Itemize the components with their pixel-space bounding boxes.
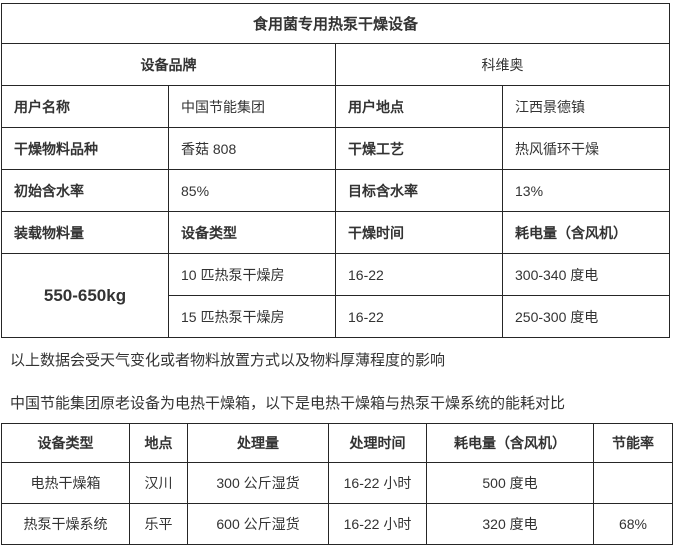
table-row: 初始含水率 85% 目标含水率 13% — [1, 169, 670, 212]
user-name-value: 中国节能集团 — [168, 85, 336, 128]
energy-saving-header: 节能率 — [593, 423, 673, 463]
power-consumption-value: 300-340 度电 — [502, 253, 670, 296]
capacity-value: 600 公斤湿货 — [187, 503, 329, 545]
table-header-row: 设备类型 地点 处理量 处理时间 耗电量（含风机） 节能率 — [1, 423, 673, 463]
table-row: 设备品牌 科维奥 — [1, 43, 670, 86]
power-consumption-header: 耗电量（含风机） — [502, 211, 670, 254]
comparison-intro-note: 中国节能集团原老设备为电热干燥箱，以下是电热干燥箱与热泵干燥系统的能耗对比 — [10, 395, 566, 412]
power-consumption-value: 250-300 度电 — [502, 295, 670, 338]
device-type-value: 15 匹热泵干燥房 — [168, 295, 336, 338]
device-type-value: 10 匹热泵干燥房 — [168, 253, 336, 296]
device-type-value: 电热干燥箱 — [1, 462, 130, 504]
table-row: 装载物料量 设备类型 干燥时间 耗电量（含风机） — [1, 211, 670, 254]
power-consumption-value: 500 度电 — [426, 462, 594, 504]
brand-label: 设备品牌 — [1, 43, 336, 86]
table-row: 干燥物料品种 香菇 808 干燥工艺 热风循环干燥 — [1, 127, 670, 170]
table-row: 热泵干燥系统 乐平 600 公斤湿货 16-22 小时 320 度电 68% — [1, 503, 673, 545]
processing-time-value: 16-22 小时 — [328, 462, 427, 504]
target-moisture-value: 13% — [502, 169, 670, 212]
location-value: 乐平 — [129, 503, 188, 545]
power-consumption-header: 耗电量（含风机） — [426, 423, 594, 463]
material-type-value: 香菇 808 — [168, 127, 336, 170]
initial-moisture-label: 初始含水率 — [1, 169, 169, 212]
table-row: 550-650kg 10 匹热泵干燥房 16-22 300-340 度电 — [1, 253, 670, 338]
device-type-header: 设备类型 — [168, 211, 336, 254]
energy-saving-value: 68% — [593, 503, 673, 545]
table-title: 食用菌专用热泵干燥设备 — [1, 3, 670, 44]
user-name-label: 用户名称 — [1, 85, 169, 128]
processing-time-value: 16-22 小时 — [328, 503, 427, 545]
device-type-header: 设备类型 — [1, 423, 130, 463]
initial-moisture-value: 85% — [168, 169, 336, 212]
brand-value: 科维奥 — [335, 43, 670, 86]
user-location-label: 用户地点 — [335, 85, 503, 128]
target-moisture-label: 目标含水率 — [335, 169, 503, 212]
user-location-value: 江西景德镇 — [502, 85, 670, 128]
drying-time-value: 16-22 — [335, 253, 503, 296]
table-row: 电热干燥箱 汉川 300 公斤湿货 16-22 小时 500 度电 — [1, 462, 673, 504]
load-amount-value: 550-650kg — [1, 253, 169, 338]
device-type-value: 热泵干燥系统 — [1, 503, 130, 545]
load-amount-header: 装载物料量 — [1, 211, 169, 254]
energy-comparison-table: 设备类型 地点 处理量 处理时间 耗电量（含风机） 节能率 电热干燥箱 汉川 3… — [1, 423, 673, 545]
location-header: 地点 — [129, 423, 188, 463]
power-consumption-value: 320 度电 — [426, 503, 594, 545]
capacity-header: 处理量 — [187, 423, 329, 463]
data-disclaimer-note: 以上数据会受天气变化或者物料放置方式以及物料厚薄程度的影响 — [10, 352, 446, 369]
equipment-spec-table: 食用菌专用热泵干燥设备 设备品牌 科维奥 用户名称 中国节能集团 用户地点 江西… — [1, 3, 670, 338]
processing-time-header: 处理时间 — [328, 423, 427, 463]
drying-process-label: 干燥工艺 — [335, 127, 503, 170]
drying-time-value: 16-22 — [335, 295, 503, 338]
location-value: 汉川 — [129, 462, 188, 504]
material-type-label: 干燥物料品种 — [1, 127, 169, 170]
energy-saving-value — [593, 462, 673, 504]
capacity-value: 300 公斤湿货 — [187, 462, 329, 504]
table-row: 食用菌专用热泵干燥设备 — [1, 3, 670, 44]
table-row: 15 匹热泵干燥房 16-22 250-300 度电 — [2, 295, 670, 338]
table-row: 用户名称 中国节能集团 用户地点 江西景德镇 — [1, 85, 670, 128]
drying-process-value: 热风循环干燥 — [502, 127, 670, 170]
drying-time-header: 干燥时间 — [335, 211, 503, 254]
